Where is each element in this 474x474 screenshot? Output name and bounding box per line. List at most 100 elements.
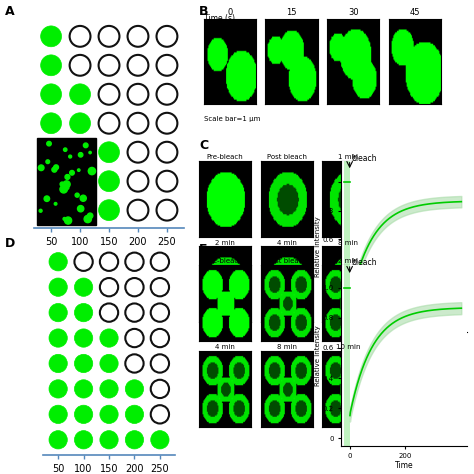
Circle shape: [69, 155, 72, 158]
Circle shape: [151, 329, 169, 347]
Circle shape: [156, 171, 177, 191]
Text: bleach: bleach: [351, 154, 376, 163]
Circle shape: [156, 200, 177, 220]
Circle shape: [151, 430, 169, 449]
Text: E: E: [199, 243, 208, 256]
Circle shape: [99, 55, 119, 76]
Text: D: D: [5, 237, 15, 250]
Circle shape: [74, 253, 93, 271]
Circle shape: [125, 380, 144, 398]
Text: C: C: [199, 139, 208, 152]
Circle shape: [125, 253, 144, 271]
Circle shape: [88, 167, 96, 175]
Circle shape: [78, 153, 83, 157]
Y-axis label: Relative intensity: Relative intensity: [315, 325, 321, 386]
Circle shape: [70, 113, 91, 134]
Circle shape: [87, 213, 93, 219]
Circle shape: [74, 380, 93, 398]
X-axis label: Time: Time: [395, 347, 413, 356]
Circle shape: [80, 195, 86, 201]
Circle shape: [74, 430, 93, 449]
Circle shape: [70, 171, 91, 191]
Circle shape: [128, 113, 148, 134]
Text: 4 min: 4 min: [215, 344, 235, 350]
X-axis label: Time: Time: [395, 461, 413, 470]
Circle shape: [49, 303, 67, 322]
Circle shape: [99, 26, 119, 47]
Circle shape: [70, 26, 91, 47]
Circle shape: [55, 202, 57, 205]
Circle shape: [128, 200, 148, 220]
Circle shape: [49, 253, 67, 271]
Circle shape: [41, 113, 62, 134]
Circle shape: [74, 278, 93, 296]
Circle shape: [60, 185, 67, 193]
Circle shape: [125, 303, 144, 322]
Circle shape: [151, 278, 169, 296]
Circle shape: [156, 113, 177, 134]
Circle shape: [100, 278, 118, 296]
Circle shape: [74, 303, 93, 322]
Circle shape: [156, 142, 177, 163]
Circle shape: [99, 200, 119, 220]
Circle shape: [70, 171, 74, 175]
Circle shape: [49, 355, 67, 373]
Circle shape: [74, 355, 93, 373]
Text: 45: 45: [410, 8, 420, 17]
Circle shape: [41, 171, 62, 191]
Circle shape: [78, 169, 80, 172]
Circle shape: [44, 196, 50, 201]
Text: 1 min: 1 min: [338, 154, 358, 160]
X-axis label: NaCl concentration  (mM): NaCl concentration (mM): [46, 251, 172, 261]
Text: Pre-bleach: Pre-bleach: [207, 154, 244, 160]
Circle shape: [74, 405, 93, 423]
Circle shape: [41, 142, 62, 163]
Circle shape: [156, 55, 177, 76]
Text: 30: 30: [348, 8, 358, 17]
Circle shape: [156, 26, 177, 47]
Circle shape: [125, 329, 144, 347]
Text: 2 min: 2 min: [215, 239, 235, 246]
Circle shape: [49, 278, 67, 296]
Circle shape: [38, 165, 44, 171]
Text: 4 min: 4 min: [277, 239, 297, 246]
Circle shape: [128, 55, 148, 76]
Circle shape: [128, 142, 148, 163]
Circle shape: [41, 200, 62, 220]
Circle shape: [65, 174, 70, 179]
Text: B: B: [199, 5, 209, 18]
Circle shape: [99, 142, 119, 163]
Text: 0: 0: [227, 8, 233, 17]
Circle shape: [49, 405, 67, 423]
Circle shape: [99, 113, 119, 134]
Text: 8 min: 8 min: [277, 344, 297, 350]
Circle shape: [41, 84, 62, 105]
Circle shape: [99, 84, 119, 105]
Circle shape: [100, 405, 118, 423]
Text: 10 min: 10 min: [336, 344, 361, 350]
Circle shape: [63, 218, 66, 220]
Text: Time (s): Time (s): [204, 14, 235, 23]
Circle shape: [64, 217, 72, 224]
Circle shape: [54, 165, 58, 170]
Circle shape: [151, 303, 169, 322]
Circle shape: [151, 405, 169, 423]
Circle shape: [125, 355, 144, 373]
Circle shape: [66, 187, 69, 189]
Text: 8 min: 8 min: [338, 239, 358, 246]
Circle shape: [125, 405, 144, 423]
Y-axis label: Relative intensity: Relative intensity: [315, 216, 321, 277]
Circle shape: [39, 210, 42, 212]
Text: Post bleach: Post bleach: [267, 258, 307, 264]
Circle shape: [100, 380, 118, 398]
Circle shape: [70, 84, 91, 105]
Circle shape: [89, 151, 91, 154]
Circle shape: [100, 355, 118, 373]
Circle shape: [60, 182, 64, 186]
Text: Post bleach: Post bleach: [267, 154, 307, 160]
Circle shape: [63, 181, 70, 188]
Circle shape: [78, 206, 84, 212]
Circle shape: [128, 84, 148, 105]
Circle shape: [156, 84, 177, 105]
Circle shape: [128, 171, 148, 191]
